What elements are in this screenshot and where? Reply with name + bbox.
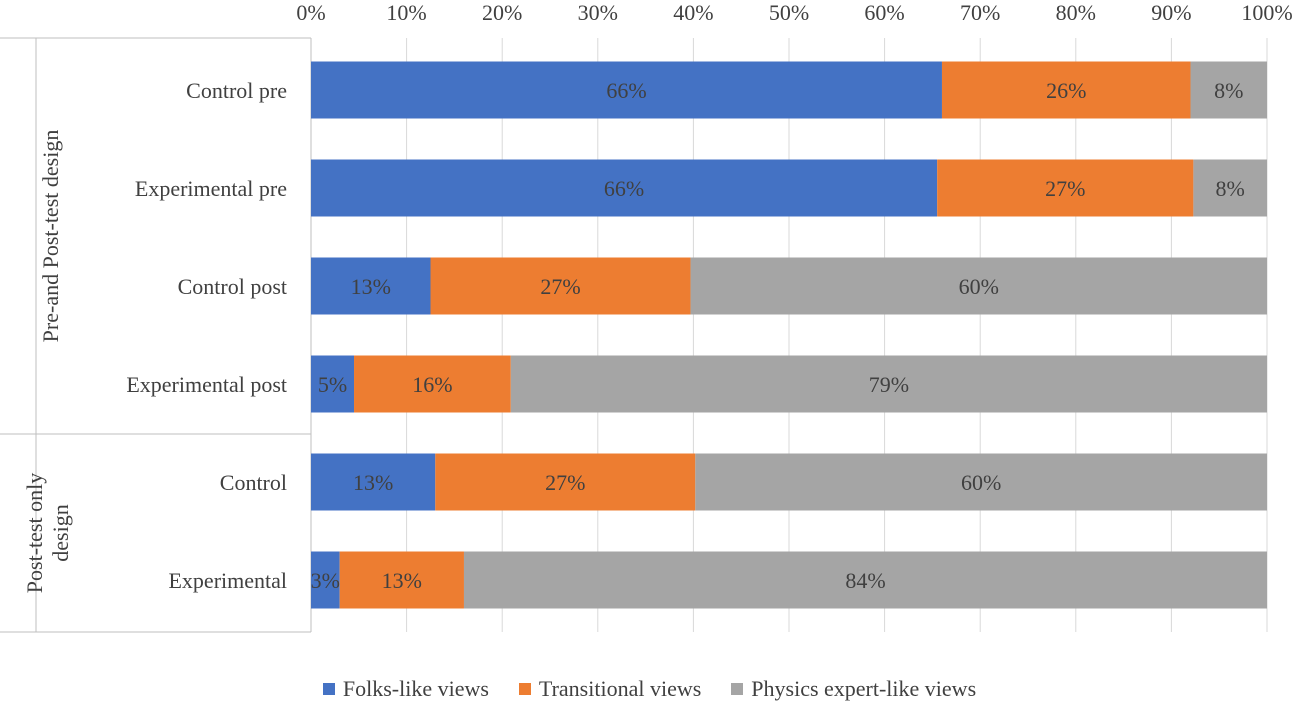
category-label: Control pre	[186, 78, 287, 103]
bar-segment	[1193, 159, 1267, 217]
bar-segment	[339, 551, 464, 609]
category-labels: Control pre Experimental pre Control post E…	[126, 78, 287, 593]
category-label: Control post	[178, 274, 287, 299]
data-label: 26%	[1046, 78, 1086, 103]
data-label: 27%	[545, 470, 585, 495]
data-label: 13%	[382, 568, 422, 593]
legend-swatch	[731, 683, 744, 695]
group-label: Pre-and Post-test design	[38, 130, 63, 343]
x-tick-label: 80%	[1056, 0, 1096, 25]
data-label: 27%	[1045, 176, 1085, 201]
data-label: 13%	[353, 470, 393, 495]
gridlines	[310, 38, 1268, 632]
category-label: Experimental	[168, 568, 287, 593]
bar-segment	[941, 61, 1191, 119]
legend-label: Transitional views	[538, 676, 702, 701]
legend-item: Folks-like views	[322, 676, 489, 702]
data-label: 84%	[845, 568, 885, 593]
legend-item: Physics expert-like views	[731, 676, 976, 702]
data-label: 60%	[961, 470, 1001, 495]
bar-segment	[690, 257, 1267, 315]
data-label: 8%	[1216, 176, 1245, 201]
bar-segment	[435, 453, 696, 511]
category-group-box: Pre-and Post-test design Post-test only de…	[0, 37, 312, 633]
x-tick-label: 50%	[769, 0, 809, 25]
group-label: design	[48, 504, 73, 561]
data-label: 66%	[606, 78, 646, 103]
data-label: 60%	[959, 274, 999, 299]
x-tick-label: 90%	[1151, 0, 1191, 25]
data-label: 16%	[412, 372, 452, 397]
bar-segment	[463, 551, 1268, 609]
category-label: Experimental pre	[135, 176, 287, 201]
bar-segment	[937, 159, 1194, 217]
legend-label: Physics expert-like views	[751, 676, 977, 701]
x-tick-label: 0%	[296, 0, 325, 25]
bar-segment	[311, 453, 436, 511]
bar-segment	[510, 355, 1268, 413]
bar-segment	[311, 159, 938, 217]
bar-segment	[354, 355, 511, 413]
data-label: 27%	[540, 274, 580, 299]
bar-segment	[311, 551, 340, 609]
x-tick-label: 20%	[482, 0, 522, 25]
legend-swatch	[322, 683, 335, 695]
bar-segment	[430, 257, 691, 315]
data-label: 66%	[604, 176, 644, 201]
bar-segment	[695, 453, 1267, 511]
legend-item: Transitional views	[518, 676, 702, 702]
category-label: Experimental post	[126, 372, 287, 397]
x-tick-label: 100%	[1241, 0, 1292, 25]
bar-segment	[311, 257, 431, 315]
data-label: 13%	[351, 274, 391, 299]
data-label: 8%	[1214, 78, 1243, 103]
bars	[311, 61, 1268, 609]
group-label: Post-test only	[22, 473, 47, 593]
data-label: 5%	[318, 372, 347, 397]
x-tick-label: 40%	[673, 0, 713, 25]
category-label: Control	[220, 470, 287, 495]
x-tick-label: 70%	[960, 0, 1000, 25]
bar-segment	[1190, 61, 1267, 119]
legend: Folks-like views Transitional views Physic…	[0, 674, 1299, 704]
data-label: 3%	[311, 568, 340, 593]
x-tick-label: 60%	[864, 0, 904, 25]
legend-label: Folks-like views	[342, 676, 489, 701]
bar-segment	[311, 61, 942, 119]
data-label: 79%	[869, 372, 909, 397]
data-labels: 66% 26% 8% 66% 27% 8% 13% 27% 60% 5% 16% 79% 13% 27% 6…	[311, 78, 1245, 593]
legend-swatch	[518, 683, 531, 695]
x-tick-label: 10%	[386, 0, 426, 25]
x-tick-labels: 0% 10% 20% 30% 40% 50% 60% 70% 80% 90% 100%	[296, 0, 1292, 25]
bar-segment	[311, 355, 355, 413]
x-tick-label: 30%	[578, 0, 618, 25]
